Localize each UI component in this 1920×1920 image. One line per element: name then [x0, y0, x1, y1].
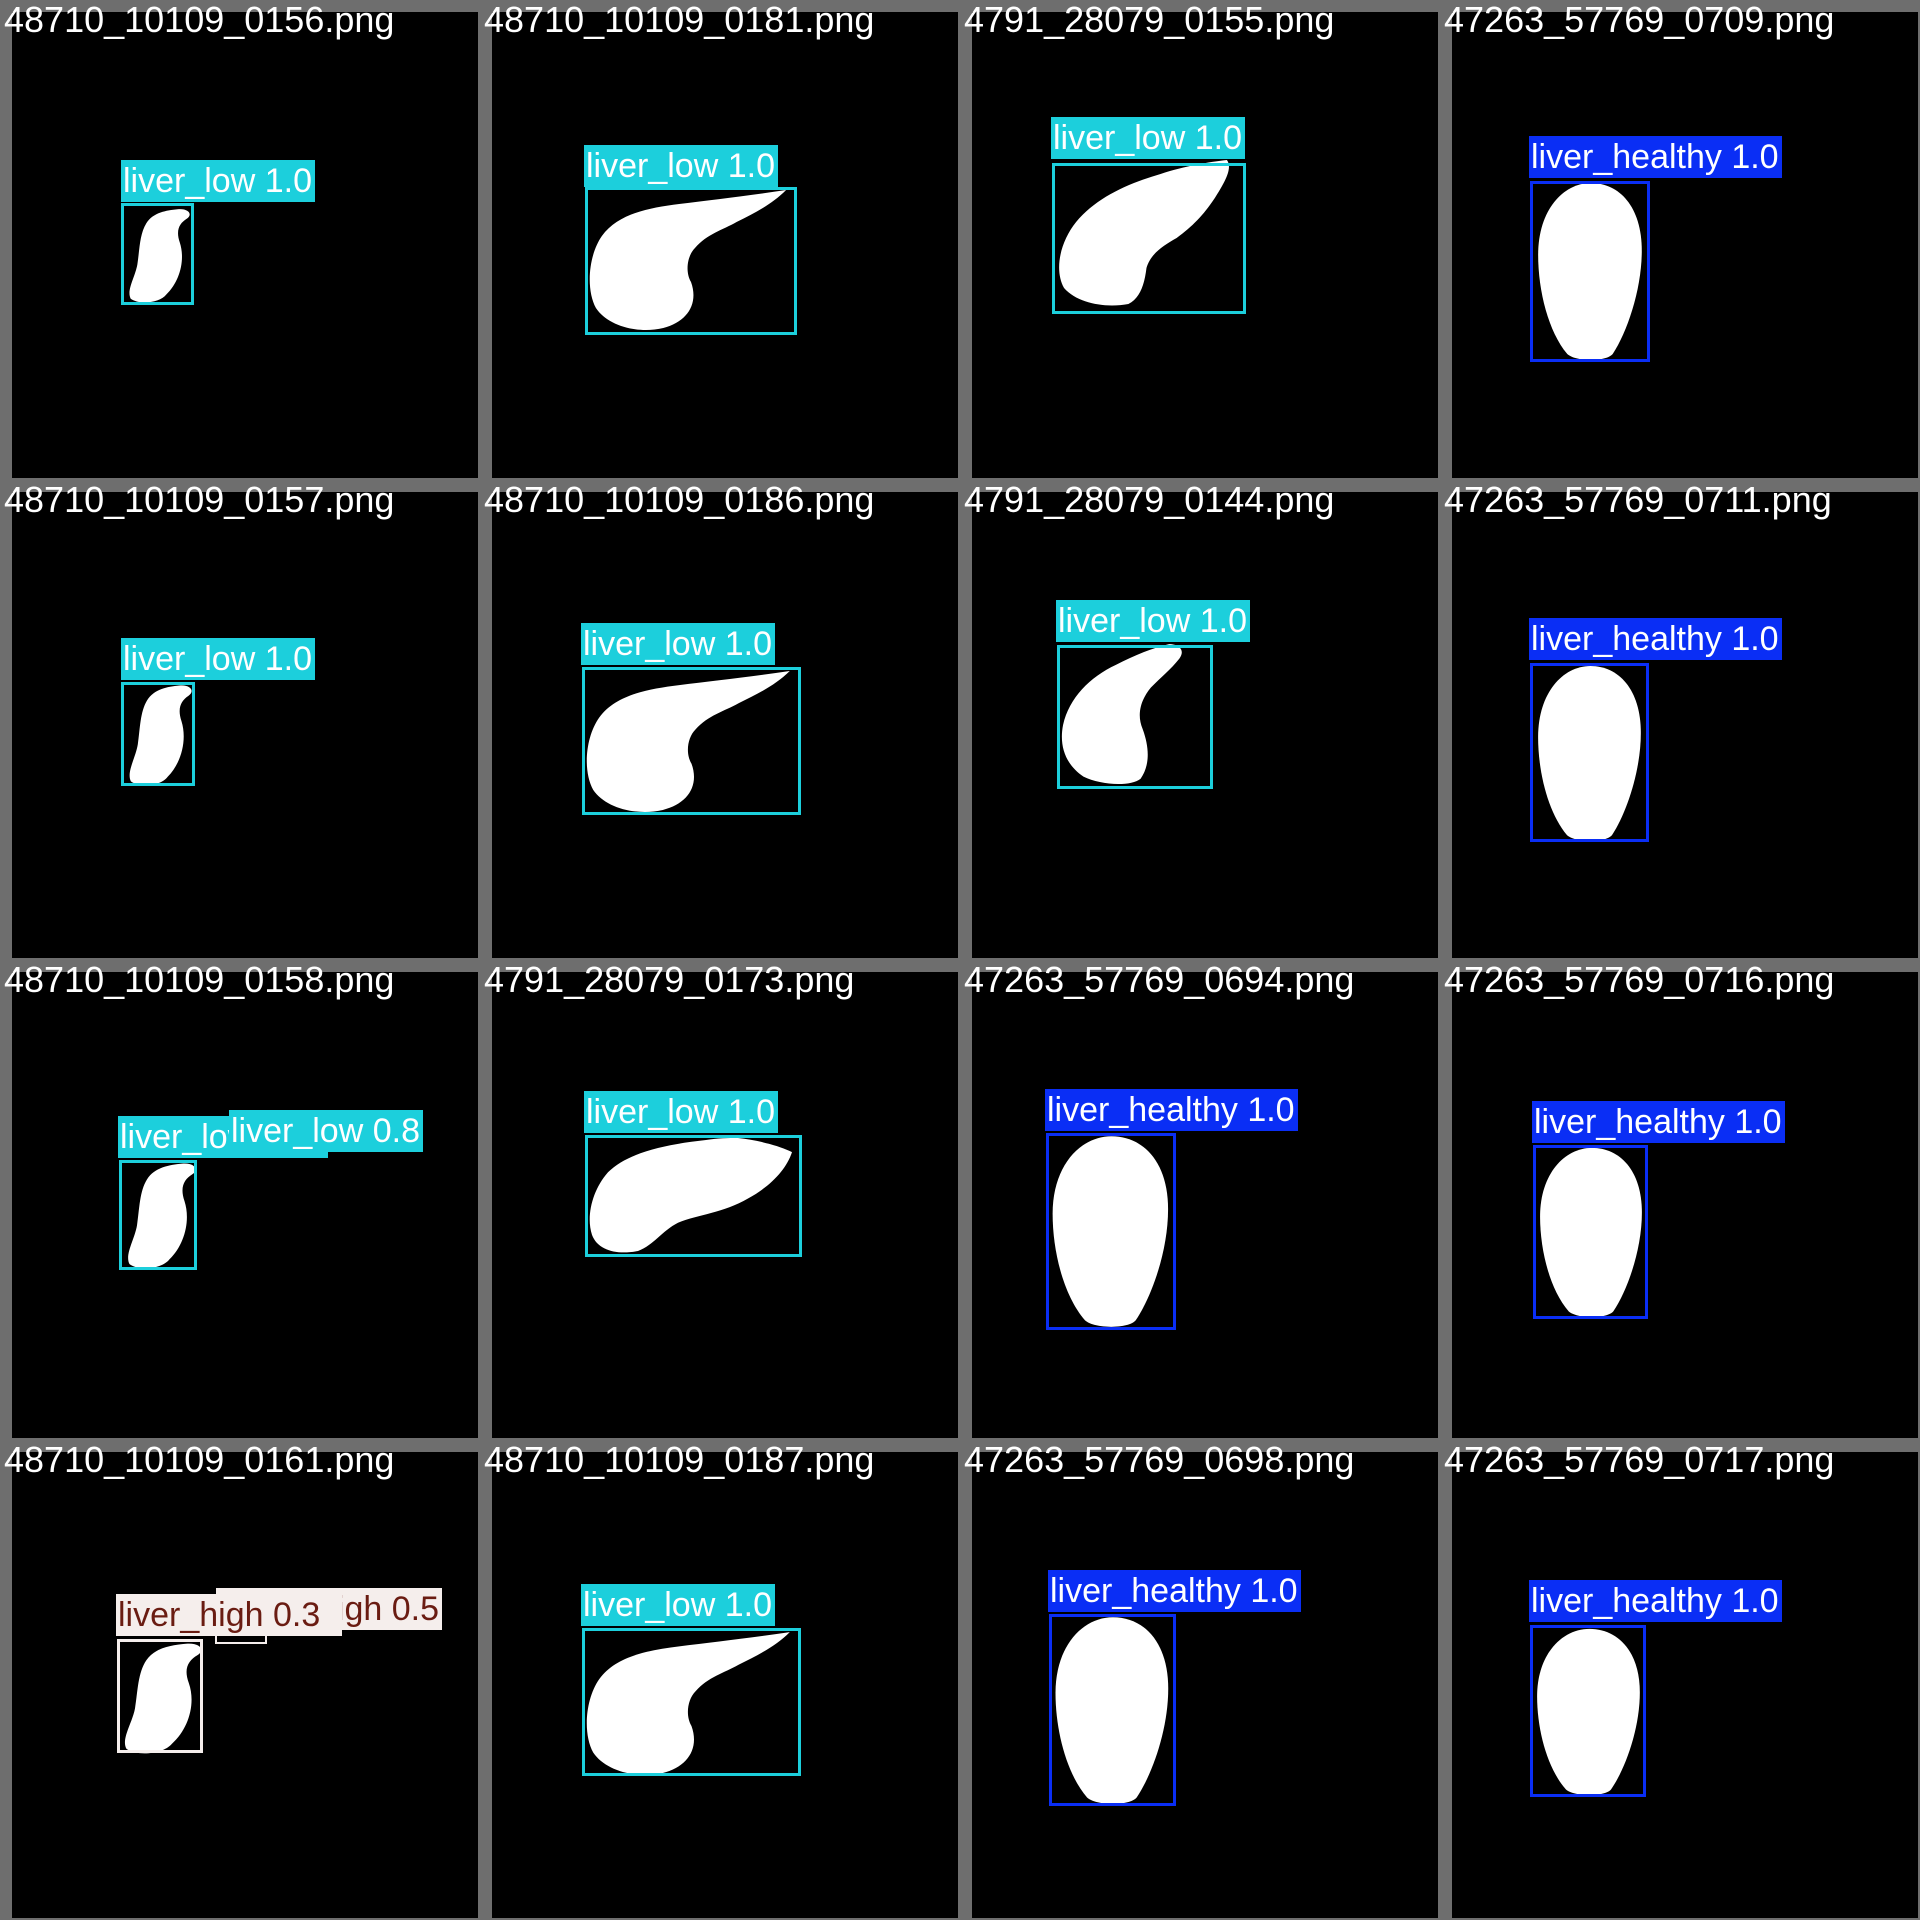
detection-box	[582, 667, 801, 815]
detection-box	[1052, 163, 1246, 314]
tile-filename: 47263_57769_0694.png	[964, 959, 1355, 1000]
mask-shape	[586, 1632, 790, 1775]
segmentation-mask	[1052, 1136, 1169, 1327]
mask-shape	[586, 671, 790, 812]
tile-filename: 47263_57769_0709.png	[1444, 0, 1835, 40]
detection-box	[582, 1628, 801, 1776]
mask-shape	[1052, 1136, 1169, 1327]
detection-label: liver_low 1.0	[1051, 117, 1245, 159]
detection-label: liver_healthy 1.0	[1045, 1089, 1298, 1131]
image-tile: 4791_28079_0155.png liver_low 1.0	[964, 0, 1438, 478]
detection-label: liver_healthy 1.0	[1529, 136, 1782, 178]
segmentation-mask	[129, 209, 190, 303]
detection-box	[1057, 645, 1213, 789]
detection-box	[117, 1639, 203, 1753]
segmentation-mask	[1537, 1628, 1640, 1796]
tile-filename: 47263_57769_0711.png	[1444, 479, 1832, 520]
mask-shape	[589, 1138, 792, 1253]
tile-filename: 47263_57769_0716.png	[1444, 959, 1835, 1000]
image-tile: 47263_57769_0716.png liver_healthy 1.0	[1444, 960, 1918, 1438]
detection-label: liver_healthy 1.0	[1529, 618, 1782, 660]
image-tile: 48710_10109_0156.png liver_low 1.0	[4, 0, 478, 478]
image-tile: 48710_10109_0186.png liver_low 1.0	[484, 480, 958, 958]
segmentation-mask	[1538, 183, 1642, 360]
detection-label: liver_high 0.3	[116, 1594, 342, 1636]
detection-box	[121, 682, 195, 786]
image-tile: 47263_57769_0711.png liver_healthy 1.0	[1444, 480, 1918, 958]
detection-label: liver_low 1.0	[121, 160, 315, 202]
segmentation-mask	[586, 1632, 790, 1775]
detection-label: liver_healthy 1.0	[1532, 1101, 1785, 1143]
mask-shape	[1061, 644, 1182, 784]
segmentation-mask	[1059, 160, 1229, 306]
mask-shape	[1059, 160, 1229, 306]
segmentation-mask	[589, 190, 787, 330]
tile-filename: 4791_28079_0173.png	[484, 959, 855, 1000]
detection-box	[1533, 1145, 1648, 1319]
mask-shape	[1538, 183, 1642, 360]
detection-box	[1530, 663, 1649, 842]
tile-filename: 48710_10109_0157.png	[4, 479, 395, 520]
mask-shape	[129, 685, 192, 786]
segmentation-mask	[1061, 644, 1182, 784]
mask-shape	[128, 1163, 196, 1269]
tile-filename: 47263_57769_0698.png	[964, 1439, 1355, 1480]
detection-label: liver_low 1.0	[584, 1091, 778, 1133]
tile-filename: 4791_28079_0144.png	[964, 479, 1335, 520]
segmentation-mask	[586, 671, 790, 812]
image-tile: 4791_28079_0144.png liver_low 1.0	[964, 480, 1438, 958]
detection-label: liver_low 1.0	[581, 1584, 775, 1626]
mask-shape	[1540, 1147, 1642, 1318]
mask-shape	[1055, 1617, 1169, 1804]
image-tile: 48710_10109_0181.png liver_low 1.0	[484, 0, 958, 478]
segmentation-mask	[589, 1138, 792, 1253]
mask-shape	[1538, 666, 1641, 841]
tile-filename: 48710_10109_0186.png	[484, 479, 875, 520]
detection-label: liver_low 1.0	[1056, 600, 1250, 642]
image-tile: 48710_10109_0158.png liver_low 1.0 liver_l…	[4, 960, 478, 1438]
tile-filename: 4791_28079_0155.png	[964, 0, 1335, 40]
image-tile: 47263_57769_0717.png liver_healthy 1.0	[1444, 1440, 1918, 1918]
mask-shape	[129, 209, 190, 303]
detection-box	[1530, 181, 1650, 362]
segmentation-mask	[1055, 1617, 1169, 1804]
detection-box	[121, 203, 194, 305]
tile-filename: 47263_57769_0717.png	[1444, 1439, 1835, 1480]
image-tile: 47263_57769_0694.png liver_healthy 1.0	[964, 960, 1438, 1438]
detection-box	[1046, 1133, 1176, 1330]
image-tile: 47263_57769_0709.png liver_healthy 1.0	[1444, 0, 1918, 478]
image-tile: 4791_28079_0173.png liver_low 1.0	[484, 960, 958, 1438]
mask-shape	[589, 190, 787, 330]
tile-filename: 48710_10109_0181.png	[484, 0, 875, 40]
segmentation-mask	[124, 1643, 202, 1754]
tile-filename: 48710_10109_0156.png	[4, 0, 395, 40]
detection-label: liver_low 1.0	[584, 145, 778, 187]
detection-box	[1049, 1614, 1176, 1806]
detection-box	[119, 1160, 197, 1270]
segmentation-mask	[129, 685, 192, 786]
detection-label: liver_low 1.0	[581, 623, 775, 665]
detection-label: liver_low 1.0	[121, 638, 315, 680]
detection-box	[585, 1135, 802, 1257]
mask-shape	[1537, 1628, 1640, 1796]
segmentation-mask	[128, 1163, 196, 1269]
detection-box	[585, 187, 797, 335]
tile-filename: 48710_10109_0161.png	[4, 1439, 395, 1480]
detection-label: liver_healthy 1.0	[1048, 1570, 1301, 1612]
image-tile: 47263_57769_0698.png liver_healthy 1.0	[964, 1440, 1438, 1918]
tile-filename: 48710_10109_0187.png	[484, 1439, 875, 1480]
detection-box	[1530, 1625, 1646, 1797]
tile-filename: 48710_10109_0158.png	[4, 959, 395, 1000]
detection-label: liver_low 0.8	[229, 1110, 423, 1152]
mask-shape	[124, 1643, 202, 1754]
image-tile: 48710_10109_0187.png liver_low 1.0	[484, 1440, 958, 1918]
detection-label: liver_healthy 1.0	[1529, 1580, 1782, 1622]
segmentation-mask	[1540, 1147, 1642, 1318]
image-tile: 48710_10109_0157.png liver_low 1.0	[4, 480, 478, 958]
segmentation-mask	[1538, 666, 1641, 841]
